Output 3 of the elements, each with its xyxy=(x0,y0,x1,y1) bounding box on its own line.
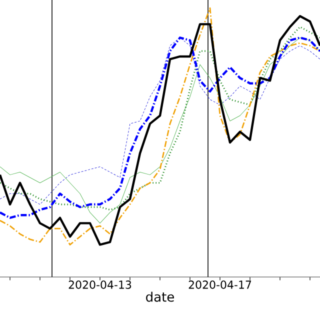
x-axis-title: date xyxy=(146,292,174,302)
x-tick-label: 2020-04-17 xyxy=(188,280,252,289)
x-tick-label: 2020-04-13 xyxy=(68,280,132,289)
